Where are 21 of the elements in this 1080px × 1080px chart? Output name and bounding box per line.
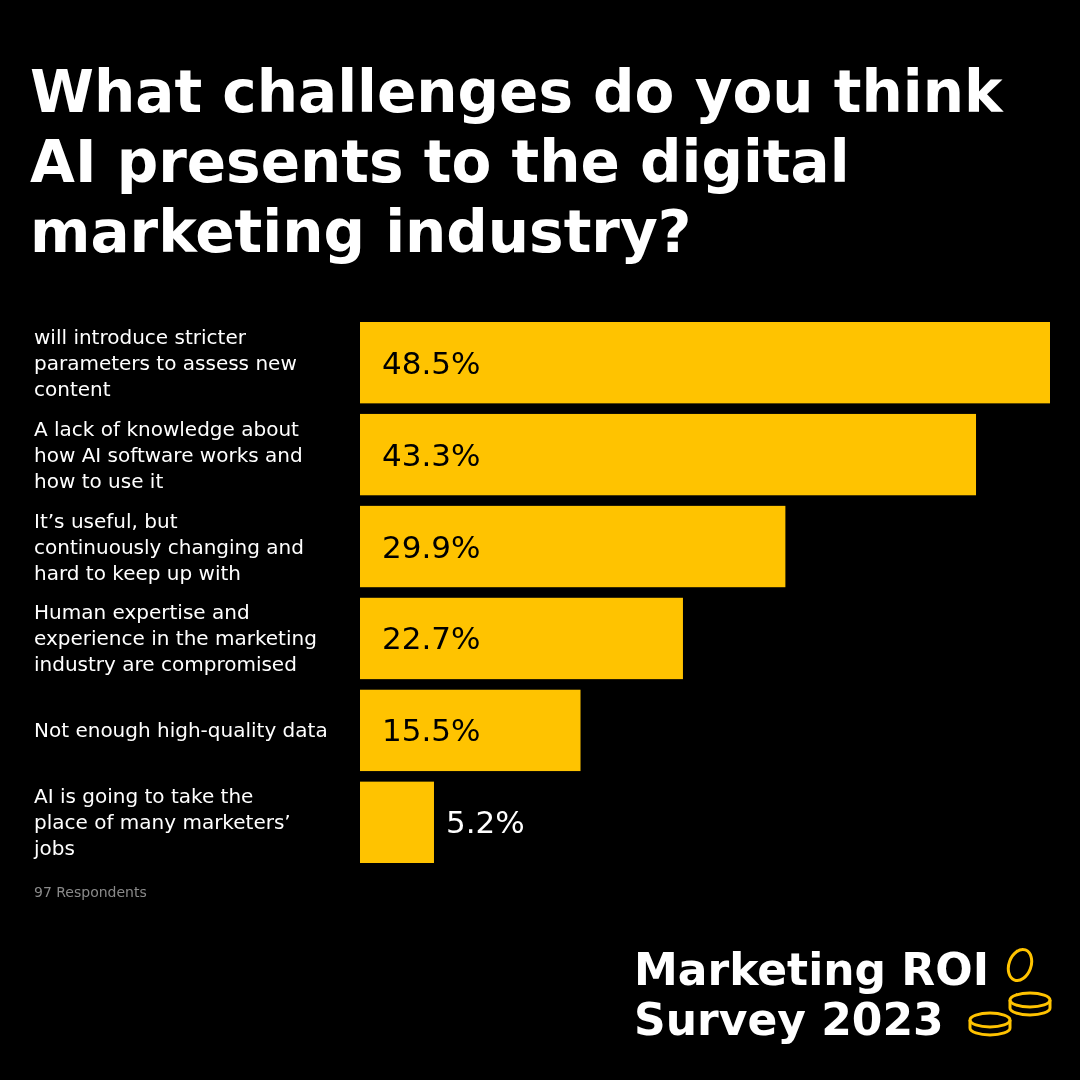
y-tick-label: Not enough high-quality data <box>34 718 328 743</box>
data-label: 5.2% <box>445 804 525 841</box>
text: Marketing ROI Survey 2023 <box>634 944 990 1045</box>
y-tick-label: will introduce stricter parameters to assess new content <box>34 324 297 401</box>
bar <box>360 597 683 680</box>
data-label: 48.5% <box>382 344 481 381</box>
bar <box>360 505 786 588</box>
chart-title: What challenges do you think AI presents to the digital marketing industry? <box>30 58 1004 266</box>
data-label: 43.3% <box>382 436 481 473</box>
y-tick-label: AI is going to take the place of many marketers’ jobs <box>33 784 291 861</box>
data-label: 15.5% <box>382 712 481 749</box>
bar <box>360 689 581 772</box>
data-label: 29.9% <box>382 528 481 565</box>
y-tick-label: It’s useful, but continuously changing and hard to keep up with <box>34 508 304 585</box>
text: 97 Respondents <box>34 884 147 900</box>
bar <box>360 322 1050 404</box>
bar <box>360 413 977 496</box>
bar <box>360 781 434 863</box>
data-label: 22.7% <box>382 620 481 657</box>
y-tick-label: Human expertise and experience in the marketing industry are compromised <box>34 600 317 677</box>
y-tick-label: A lack of knowledge about how AI software works and how to use it <box>34 416 303 493</box>
